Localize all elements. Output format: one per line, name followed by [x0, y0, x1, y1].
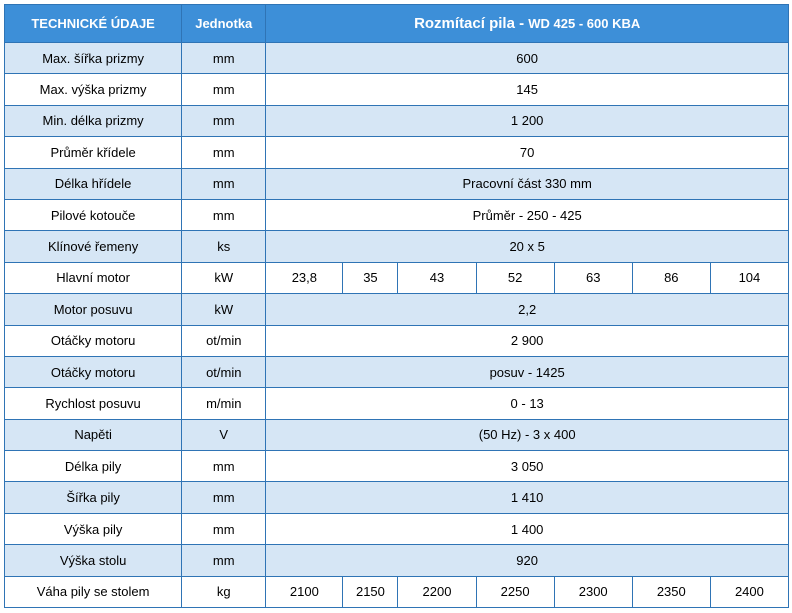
row-label: Rychlost posuvu	[3, 387, 183, 420]
row-value-cell: 2200	[397, 575, 477, 609]
row-label: Výška stolu	[3, 544, 183, 577]
row-value: 20 x 5	[265, 230, 789, 263]
row-unit: ot/min	[181, 324, 267, 357]
table-row: Klínové řemeny ks 20 x 5	[3, 230, 789, 263]
row-unit: mm	[181, 167, 267, 200]
row-value-cell: 63	[553, 261, 633, 295]
row-value-cell: 52	[475, 261, 555, 295]
row-value: 1 400	[265, 512, 789, 546]
header-row: TECHNICKÉ ÚDAJE Jednotka Rozmítací pila …	[3, 4, 789, 43]
row-unit: mm	[181, 136, 267, 169]
table-row: Otáčky motoru ot/min 2 900	[3, 324, 789, 357]
row-value-cell: 43	[397, 261, 477, 295]
row-unit: mm	[181, 73, 267, 106]
row-label: Váha pily se stolem	[3, 575, 183, 609]
row-label: Výška pily	[3, 512, 183, 546]
row-value: 1 410	[265, 481, 789, 514]
row-label: Délka hřídele	[3, 167, 183, 200]
row-unit: mm	[181, 512, 267, 546]
row-unit: kW	[181, 261, 267, 295]
row-value: Průměr - 250 - 425	[265, 198, 789, 232]
row-value-cell: 2100	[265, 575, 344, 609]
table-row: Váha pily se stolem kg 2100 2150 2200 2250 230…	[3, 575, 790, 609]
row-value: Pracovní část 330 mm	[265, 167, 789, 200]
header-unit: Jednotka	[181, 4, 267, 43]
row-value-cell: 2150	[342, 575, 399, 609]
row-value-cell: 2250	[475, 575, 555, 609]
row-label: Průměr křídele	[3, 136, 183, 169]
row-unit: mm	[181, 544, 267, 577]
row-unit: mm	[181, 198, 267, 232]
row-unit: V	[181, 418, 267, 452]
row-value: 0 - 13	[265, 387, 789, 420]
row-value: (50 Hz) - 3 x 400	[265, 418, 789, 452]
table-row: Napěti V (50 Hz) - 3 x 400	[3, 418, 789, 452]
row-value-cell: 2350	[631, 575, 711, 609]
table-row: Výška pily mm 1 400	[3, 512, 789, 546]
row-value: 600	[265, 41, 789, 75]
row-unit: kW	[181, 293, 267, 326]
row-value-cell: 2300	[553, 575, 633, 609]
table-row: Max. šířka prizmy mm 600	[3, 41, 789, 75]
row-unit: ks	[181, 230, 267, 263]
row-value: posuv - 1425	[265, 355, 789, 389]
table-row: Délka hřídele mm Pracovní část 330 mm	[3, 167, 789, 200]
table-row: Šířka pily mm 1 410	[3, 481, 789, 514]
header-technical-data: TECHNICKÉ ÚDAJE	[3, 4, 183, 43]
row-value: 145	[265, 73, 789, 106]
row-label: Max. výška prizmy	[3, 73, 183, 106]
header-title: Rozmítací pila - WD 425 - 600 KBA	[265, 4, 789, 43]
row-label: Otáčky motoru	[3, 355, 183, 389]
row-label: Délka pily	[3, 450, 183, 483]
row-value: 2 900	[265, 324, 789, 357]
row-value: 3 050	[265, 450, 789, 483]
specs-table: TECHNICKÉ ÚDAJE Jednotka Rozmítací pila …	[3, 4, 790, 609]
row-value: 2,2	[265, 293, 789, 326]
row-value-cell: 35	[342, 261, 399, 295]
row-value-cell: 86	[631, 261, 711, 295]
row-value: 920	[265, 544, 789, 577]
row-unit: mm	[181, 41, 267, 75]
table-row: Výška stolu mm 920	[3, 544, 789, 577]
row-unit: mm	[181, 450, 267, 483]
table-row: Motor posuvu kW 2,2	[3, 293, 789, 326]
row-unit: mm	[181, 481, 267, 514]
title-model: WD 425 - 600 KBA	[528, 16, 641, 31]
table-row: Průměr křídele mm 70	[3, 136, 789, 169]
row-label: Napěti	[3, 418, 183, 452]
row-unit: m/min	[181, 387, 267, 420]
table-row: Hlavní motor kW 23,8 35 43 52 63 86 104	[3, 261, 790, 295]
row-label: Šířka pily	[3, 481, 183, 514]
spec-body: Max. šířka prizmy mm 600 Max. výška prizmy m…	[3, 41, 790, 609]
row-unit: ot/min	[181, 355, 267, 389]
row-label: Hlavní motor	[3, 261, 183, 295]
table-row: Max. výška prizmy mm 145	[3, 73, 789, 106]
row-value: 70	[265, 136, 789, 169]
row-label: Otáčky motoru	[3, 324, 183, 357]
title-main: Rozmítací pila -	[414, 15, 529, 32]
table-row: Délka pily mm 3 050	[3, 450, 789, 483]
table-row: Pilové kotouče mm Průměr - 250 - 425	[3, 198, 789, 232]
row-label: Klínové řemeny	[3, 230, 183, 263]
row-label: Max. šířka prizmy	[3, 41, 183, 75]
row-value: 1 200	[265, 104, 789, 138]
row-label: Pilové kotouče	[3, 198, 183, 232]
table-row: Rychlost posuvu m/min 0 - 13	[3, 387, 789, 420]
row-label: Min. délka prizmy	[3, 104, 183, 138]
row-unit: kg	[181, 575, 267, 609]
row-label: Motor posuvu	[3, 293, 183, 326]
row-unit: mm	[181, 104, 267, 138]
table-row: Min. délka prizmy mm 1 200	[3, 104, 789, 138]
row-value-cell: 2400	[709, 575, 790, 609]
row-value-cell: 23,8	[265, 261, 344, 295]
row-value-cell: 104	[709, 261, 790, 295]
table-row: Otáčky motoru ot/min posuv - 1425	[3, 355, 789, 389]
